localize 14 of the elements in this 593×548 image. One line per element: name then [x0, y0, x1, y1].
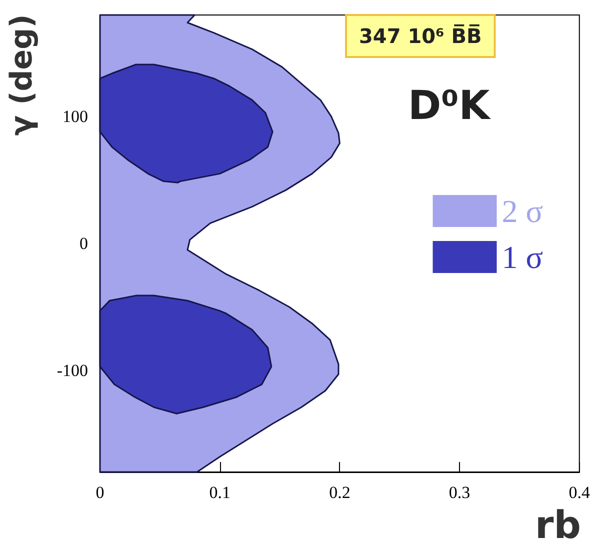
x-tick-label: 0.1 [209, 483, 230, 502]
y-tick-label: 0 [80, 234, 88, 253]
x-tick-label: 0.2 [329, 483, 350, 502]
x-tick-label: 0.4 [568, 483, 590, 502]
legend-label: 1 σ [502, 239, 543, 275]
y-tick-label: -100 [56, 360, 88, 380]
legend-label: 2 σ [502, 193, 543, 229]
y-axis-title: γ (deg) [4, 14, 40, 136]
x-axis-title: rb [535, 503, 582, 547]
annotation: 347 10⁶ B̅B̅ [359, 23, 482, 48]
annotation: D⁰K [408, 83, 492, 129]
x-tick-label: 0 [96, 483, 104, 502]
x-tick-label: 0.3 [448, 483, 470, 502]
y-tick-label: 100 [62, 107, 88, 126]
